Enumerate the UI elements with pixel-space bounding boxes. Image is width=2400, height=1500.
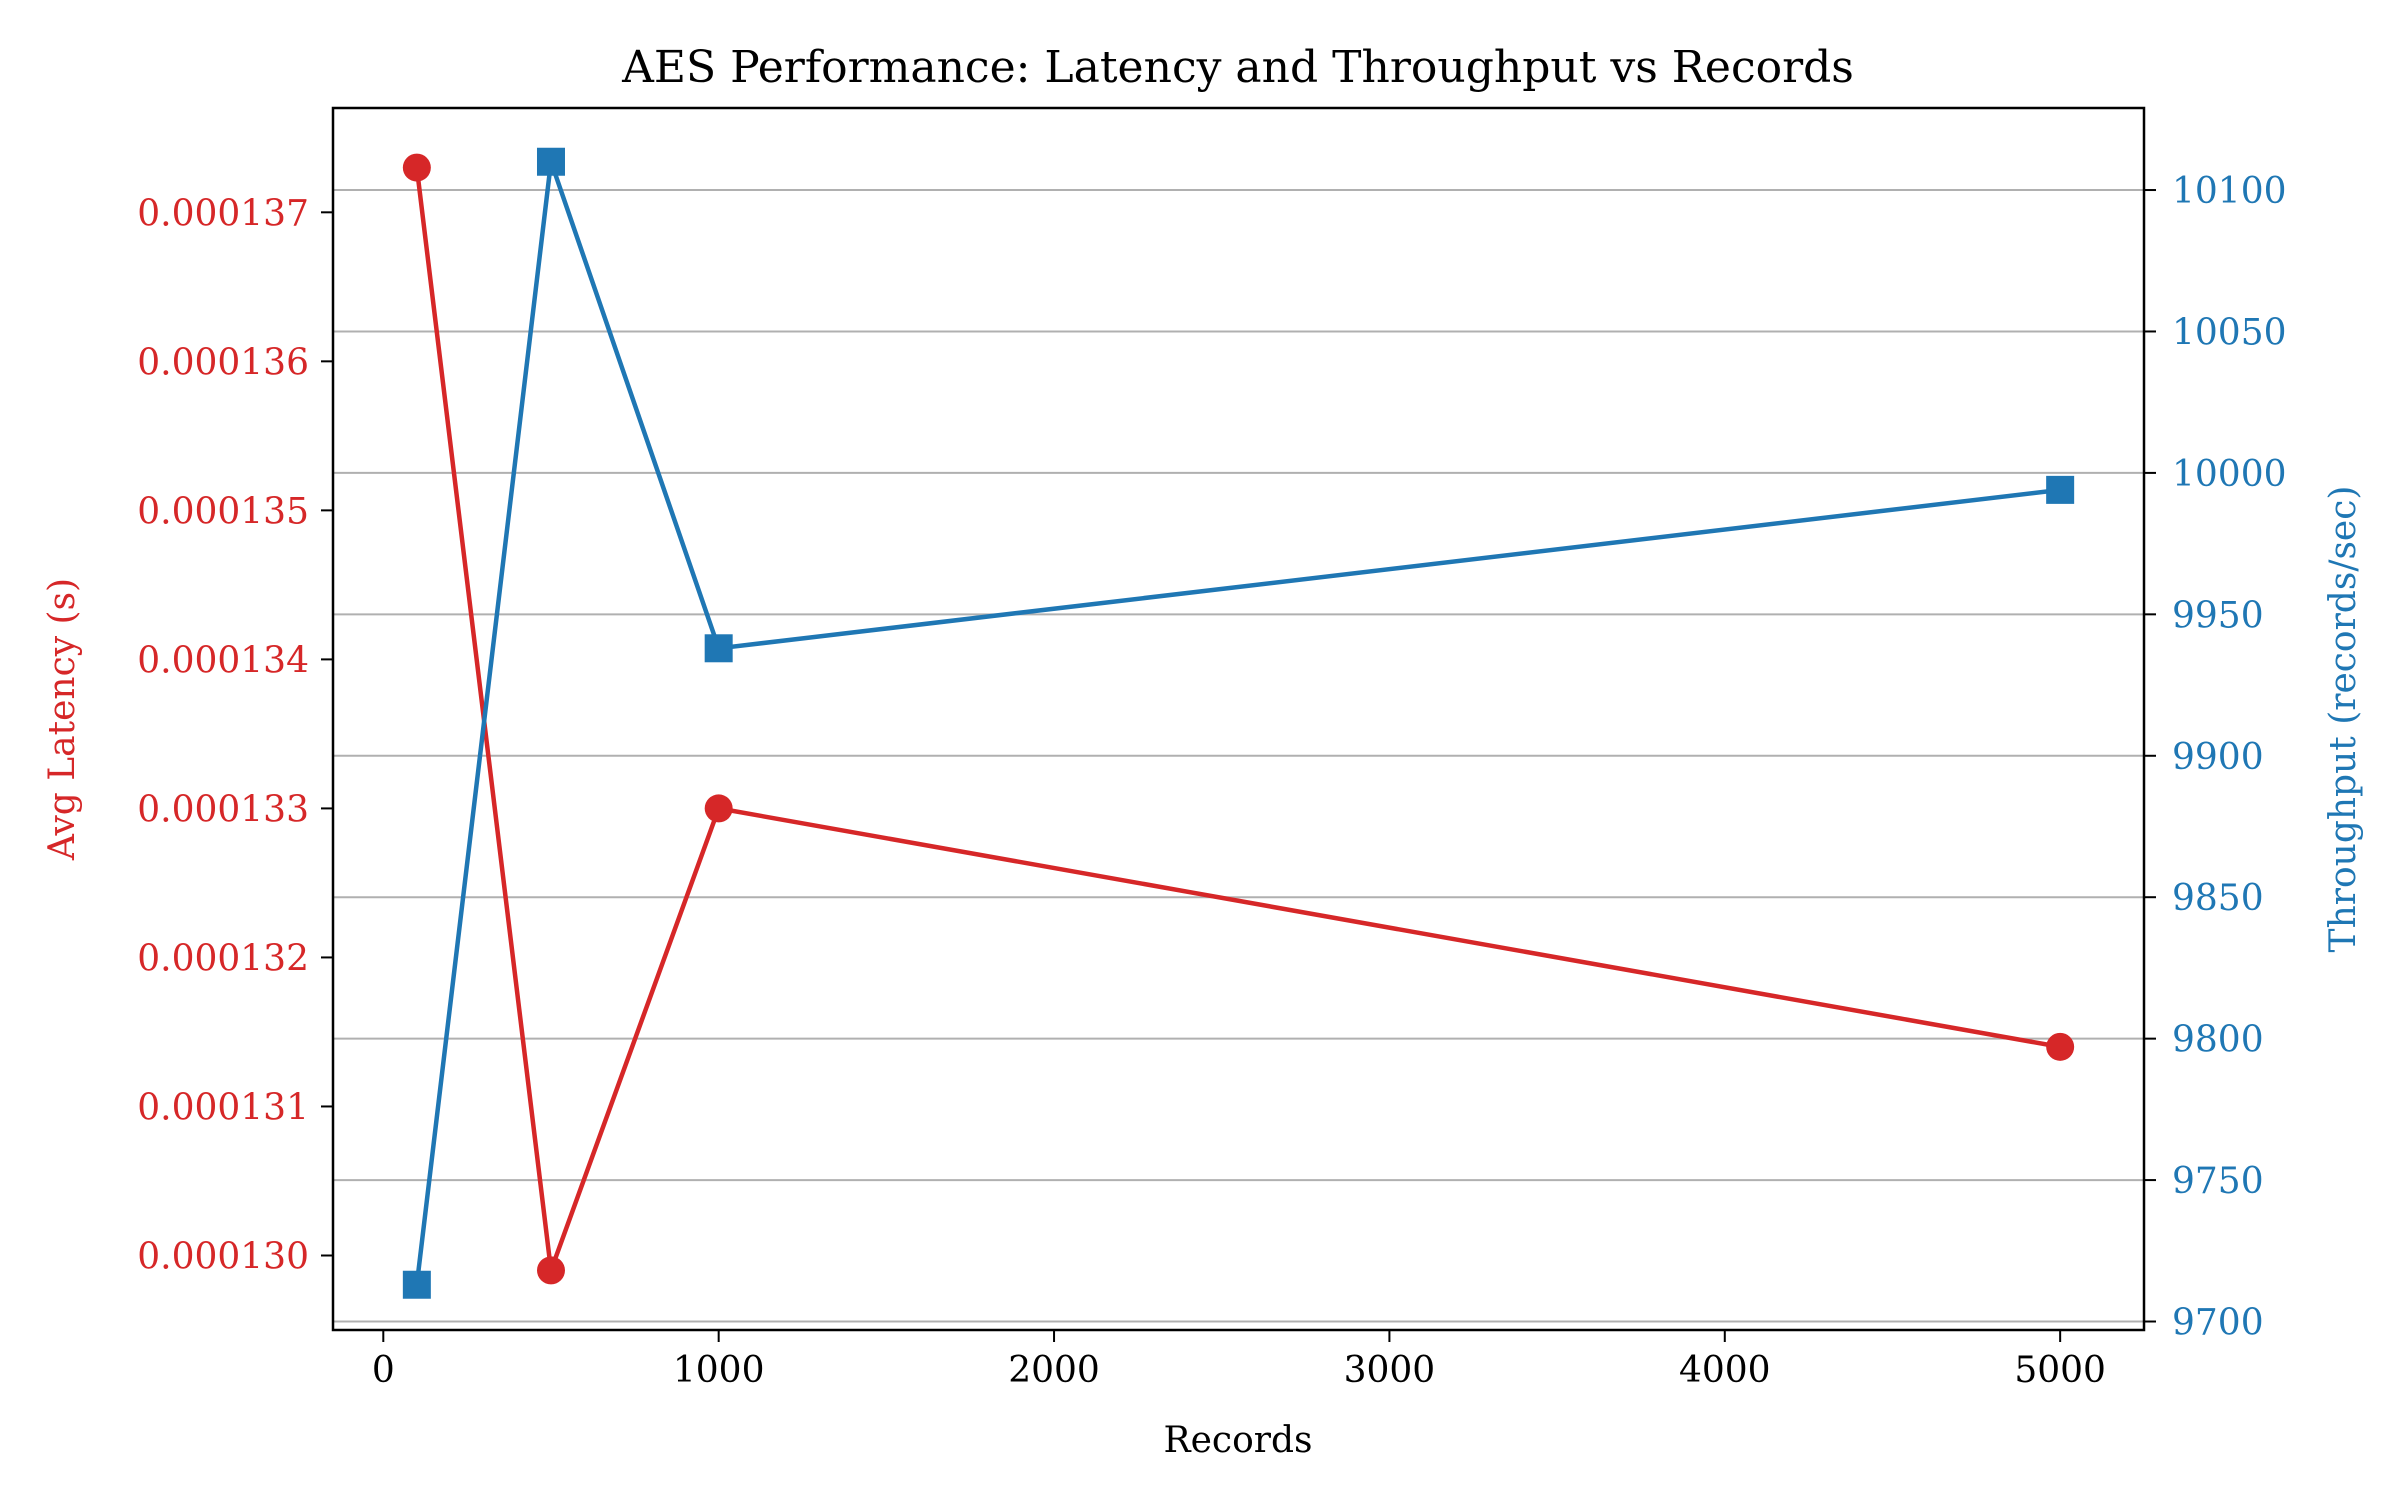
right-y-tick-label-7: 10050 bbox=[2172, 312, 2287, 353]
x-tick-label-4: 4000 bbox=[1679, 1350, 1771, 1391]
left-y-tick-label-4: 0.000134 bbox=[137, 640, 309, 681]
right-y-axis-title: Throughput (records/sec) bbox=[2323, 486, 2364, 953]
series-0-point-2 bbox=[704, 794, 733, 823]
left-y-tick-label-0: 0.000130 bbox=[137, 1236, 309, 1277]
right-y-tick-label-5: 9950 bbox=[2172, 595, 2264, 636]
right-y-tick-label-2: 9800 bbox=[2172, 1020, 2264, 1061]
x-tick-label-2: 2000 bbox=[1008, 1350, 1100, 1391]
left-y-tick-label-5: 0.000135 bbox=[137, 491, 309, 532]
right-y-tick-label-1: 9750 bbox=[2172, 1161, 2264, 1202]
left-y-axis: 0.000130 0.000131 0.000132 0.000133 0.000134… bbox=[137, 193, 333, 1277]
left-y-tick-label-3: 0.000133 bbox=[137, 789, 309, 830]
series-layer bbox=[402, 147, 2075, 1299]
x-tick-label-1: 1000 bbox=[673, 1350, 765, 1391]
left-y-tick-label-6: 0.000136 bbox=[137, 342, 309, 383]
right-y-tick-label-4: 9900 bbox=[2172, 737, 2264, 778]
left-y-tick-label-7: 0.000137 bbox=[137, 193, 309, 234]
chart-title: AES Performance: Latency and Throughput … bbox=[621, 42, 1854, 93]
series-0-point-0 bbox=[402, 153, 431, 182]
series-0-point-3 bbox=[2046, 1032, 2075, 1061]
left-y-tick-label-2: 0.000132 bbox=[137, 938, 309, 979]
right-y-tick-label-3: 9850 bbox=[2172, 878, 2264, 919]
series-1-point-0 bbox=[402, 1270, 431, 1299]
series-1-point-1 bbox=[536, 147, 565, 176]
plot-frame bbox=[331, 106, 2146, 1332]
series-1-point-2 bbox=[704, 634, 733, 663]
left-y-tick-label-1: 0.000131 bbox=[137, 1087, 309, 1128]
left-y-axis-title: Avg Latency (s) bbox=[42, 578, 83, 861]
x-axis: 0 1000 2000 3000 4000 5000 bbox=[372, 1330, 2106, 1391]
grid-layer bbox=[333, 189, 2144, 1323]
right-y-tick-label-0: 9700 bbox=[2172, 1303, 2264, 1344]
x-tick-label-5: 5000 bbox=[2014, 1350, 2106, 1391]
right-y-tick-label-6: 10000 bbox=[2172, 454, 2287, 495]
series-0-line bbox=[414, 167, 2061, 1273]
x-tick-label-0: 0 bbox=[372, 1350, 395, 1391]
right-y-tick-label-8: 10100 bbox=[2172, 171, 2287, 212]
series-0-point-1 bbox=[536, 1256, 565, 1285]
series-1-line bbox=[414, 159, 2061, 1285]
x-axis-title: Records bbox=[1164, 1420, 1313, 1461]
x-tick-label-3: 3000 bbox=[1344, 1350, 1436, 1391]
series-1-point-3 bbox=[2046, 475, 2075, 504]
right-y-axis: 9700 9750 9800 9850 9900 9950 10000 10050 10100 bbox=[2144, 171, 2287, 1344]
